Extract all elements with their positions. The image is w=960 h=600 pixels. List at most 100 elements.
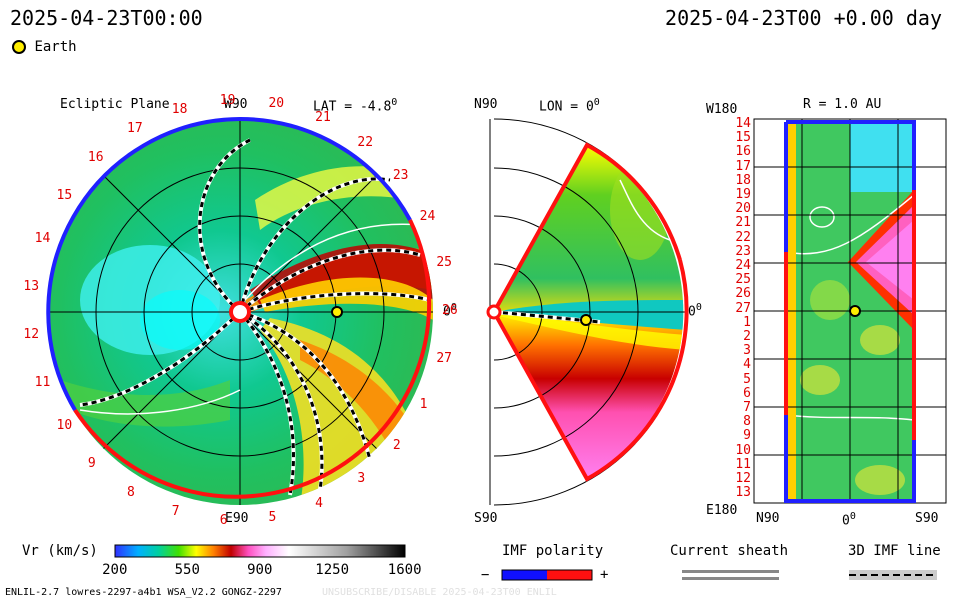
rotation-label: 19 xyxy=(219,93,236,109)
footer-right: UNSUBSCRIBE/DISABLE 2025-04-23T00 ENLIL xyxy=(322,587,557,598)
imf-polarity-title: IMF polarity xyxy=(502,543,604,559)
rotation-label: 26 xyxy=(442,303,458,318)
rotation-label: 14 xyxy=(34,231,51,247)
imf-polarity-minus: − xyxy=(481,567,490,583)
ecliptic-right-label: 00 xyxy=(443,302,457,320)
earth-marker-ecliptic xyxy=(331,306,343,318)
rotation-label: 22 xyxy=(357,134,374,150)
row-label: 9 xyxy=(743,428,751,444)
row-label: 16 xyxy=(735,144,751,160)
row-label: 22 xyxy=(735,229,751,245)
rotation-label: 8 xyxy=(127,484,135,500)
earth-marker-meridional xyxy=(580,314,592,326)
row-label: 18 xyxy=(735,172,751,188)
current-sheath-swatch-bottom xyxy=(682,577,779,580)
row-label: 8 xyxy=(743,414,751,430)
imf-line-swatch xyxy=(849,570,937,580)
current-sheath-swatch-top xyxy=(682,570,779,573)
timestamp-left: 2025-04-23T00:00 xyxy=(10,6,203,30)
row-label: 3 xyxy=(743,343,751,359)
radial-x-left: N90 xyxy=(756,511,780,526)
rotation-label: 16 xyxy=(87,150,104,166)
rotation-label: 20 xyxy=(268,96,285,112)
row-label: 10 xyxy=(735,442,751,458)
row-label: 19 xyxy=(735,187,751,202)
rotation-label: 1 xyxy=(419,397,428,413)
row-label: 15 xyxy=(735,130,751,146)
row-label: 6 xyxy=(743,385,751,401)
earth-icon xyxy=(12,40,26,54)
colorbar-tick: 1600 xyxy=(387,562,422,578)
radial-bottom-left: E180 xyxy=(706,503,738,518)
rotation-label: 3 xyxy=(357,471,366,487)
row-label: 24 xyxy=(735,258,751,273)
rotation-label: 6 xyxy=(219,512,228,528)
meridional-top-label: N90 xyxy=(474,97,498,112)
row-label: 13 xyxy=(735,485,751,501)
colorbar-label: Vr (km/s) xyxy=(22,543,98,559)
earth-marker-radial xyxy=(849,305,861,317)
radial-surface-map xyxy=(753,118,947,504)
colorbar-tick: 200 xyxy=(102,562,128,578)
rotation-label: 5 xyxy=(268,509,277,525)
imf-polarity-positive-swatch xyxy=(547,570,592,580)
rotation-label: 12 xyxy=(23,327,40,343)
rotation-label: 17 xyxy=(127,121,143,137)
rotation-label: 2 xyxy=(392,437,401,453)
rotation-label: 13 xyxy=(23,278,40,294)
rotation-label: 27 xyxy=(436,351,452,367)
row-label: 1 xyxy=(743,314,751,330)
rotation-label: 15 xyxy=(56,187,73,203)
meridional-bottom-label: S90 xyxy=(474,511,498,526)
radial-title: R = 1.0 AU xyxy=(803,97,882,112)
row-label: 17 xyxy=(735,158,751,174)
row-label: 7 xyxy=(743,400,751,415)
rotation-label: 24 xyxy=(419,208,436,224)
rotation-label: 23 xyxy=(392,168,409,183)
earth-legend: Earth xyxy=(12,39,77,55)
radial-top-left: W180 xyxy=(706,102,738,117)
ecliptic-top-label: W90 xyxy=(224,97,248,112)
rotation-label: 21 xyxy=(315,110,331,126)
imf-polarity-plus: + xyxy=(600,567,609,583)
meridional-title: LON = 00 xyxy=(539,97,600,115)
ecliptic-title: Ecliptic Plane xyxy=(60,97,170,112)
row-label: 20 xyxy=(735,201,751,217)
rotation-label: 10 xyxy=(56,418,73,434)
rotation-label: 25 xyxy=(436,254,452,270)
row-label: 12 xyxy=(735,471,751,486)
rotation-label: 18 xyxy=(171,101,188,117)
velocity-colorbar xyxy=(114,544,406,558)
footer-left: ENLIL-2.7 lowres-2297-a4b1 WSA_V2.2 GONG… xyxy=(5,587,282,598)
imf-polarity-negative-swatch xyxy=(502,570,547,580)
imf-line-title: 3D IMF line xyxy=(848,543,941,559)
meridional-plane-plot xyxy=(486,118,689,506)
current-sheath-title: Current sheath xyxy=(670,543,789,559)
row-label: 14 xyxy=(735,116,751,131)
row-label: 4 xyxy=(743,357,751,373)
ecliptic-plane-plot xyxy=(46,116,433,505)
earth-legend-label: Earth xyxy=(34,39,77,55)
row-label: 23 xyxy=(735,243,751,259)
colorbar-tick: 1250 xyxy=(315,562,350,578)
row-label: 2 xyxy=(743,329,751,344)
row-label: 11 xyxy=(735,456,751,472)
rotation-label: 11 xyxy=(34,374,51,390)
meridional-right-label: 00 xyxy=(688,302,702,320)
row-label: 5 xyxy=(743,371,751,387)
row-label: 25 xyxy=(735,272,751,288)
ecliptic-lat: LAT = -4.80 xyxy=(313,97,398,115)
rotation-label: 9 xyxy=(87,455,96,471)
row-label: 21 xyxy=(735,215,751,231)
radial-x-mid: 00 xyxy=(842,511,856,529)
rotation-label: 4 xyxy=(315,495,323,511)
colorbar-tick: 900 xyxy=(247,562,273,578)
timestamp-right: 2025-04-23T00 +0.00 day xyxy=(665,6,942,30)
radial-x-right: S90 xyxy=(915,511,939,526)
row-label: 27 xyxy=(735,300,751,316)
row-label: 26 xyxy=(735,286,751,302)
colorbar-tick: 550 xyxy=(174,562,200,578)
ecliptic-bottom-label: E90 xyxy=(225,511,249,526)
rotation-label: 7 xyxy=(171,504,180,520)
